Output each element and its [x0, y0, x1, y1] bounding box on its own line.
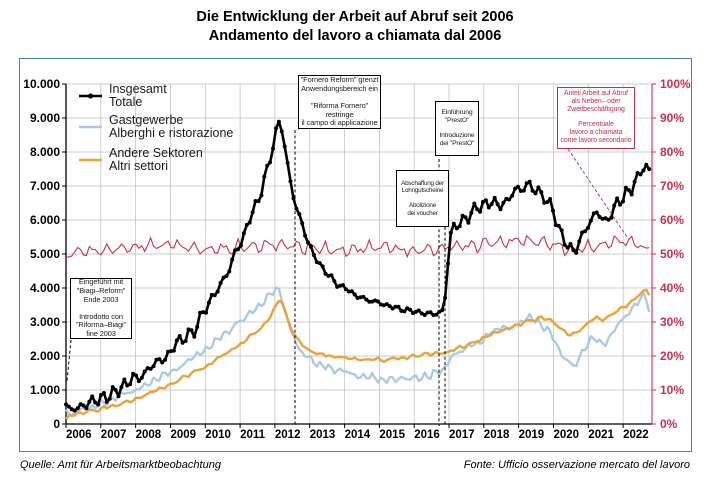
svg-text:2022: 2022 — [623, 429, 649, 441]
svg-text:20%: 20% — [660, 349, 684, 363]
svg-text:4.000: 4.000 — [30, 281, 60, 295]
svg-text:Totale: Totale — [109, 95, 142, 109]
svg-text:7.000: 7.000 — [30, 179, 60, 193]
svg-text:2014: 2014 — [345, 429, 371, 441]
svg-text:2.000: 2.000 — [30, 349, 60, 363]
svg-text:Alberghi e ristorazione: Alberghi e ristorazione — [109, 126, 233, 140]
svg-text:2015: 2015 — [379, 429, 405, 441]
svg-text:6.000: 6.000 — [30, 213, 60, 227]
svg-text:2019: 2019 — [519, 429, 545, 441]
svg-text:2011: 2011 — [240, 429, 266, 441]
svg-text:2009: 2009 — [171, 429, 197, 441]
svg-text:3.000: 3.000 — [30, 315, 60, 329]
svg-text:90%: 90% — [660, 111, 684, 125]
svg-text:2016: 2016 — [414, 429, 440, 441]
svg-text:Gastgewerbe: Gastgewerbe — [109, 113, 183, 127]
svg-text:10%: 10% — [660, 383, 684, 397]
svg-text:2021: 2021 — [588, 429, 614, 441]
svg-text:2013: 2013 — [310, 429, 336, 441]
svg-text:10.000: 10.000 — [23, 77, 60, 91]
svg-text:Insgesamt: Insgesamt — [109, 82, 167, 96]
svg-text:2010: 2010 — [205, 429, 231, 441]
svg-text:40%: 40% — [660, 281, 684, 295]
svg-text:70%: 70% — [660, 179, 684, 193]
svg-text:80%: 80% — [660, 145, 684, 159]
svg-text:8.000: 8.000 — [30, 145, 60, 159]
svg-text:0%: 0% — [660, 417, 678, 431]
svg-text:60%: 60% — [660, 213, 684, 227]
svg-text:2017: 2017 — [449, 429, 475, 441]
svg-text:2006: 2006 — [66, 429, 92, 441]
svg-text:2008: 2008 — [136, 429, 162, 441]
svg-text:1.000: 1.000 — [30, 383, 60, 397]
svg-text:0: 0 — [53, 417, 60, 431]
svg-text:100%: 100% — [660, 77, 691, 91]
svg-text:30%: 30% — [660, 315, 684, 329]
svg-text:5.000: 5.000 — [30, 247, 60, 261]
svg-text:2018: 2018 — [484, 429, 510, 441]
svg-text:2020: 2020 — [554, 429, 580, 441]
svg-text:50%: 50% — [660, 247, 684, 261]
svg-text:9.000: 9.000 — [30, 111, 60, 125]
svg-text:Altri settori: Altri settori — [109, 159, 168, 173]
svg-text:2007: 2007 — [101, 429, 127, 441]
svg-text:Andere Sektoren: Andere Sektoren — [109, 146, 203, 160]
svg-text:2012: 2012 — [275, 429, 301, 441]
